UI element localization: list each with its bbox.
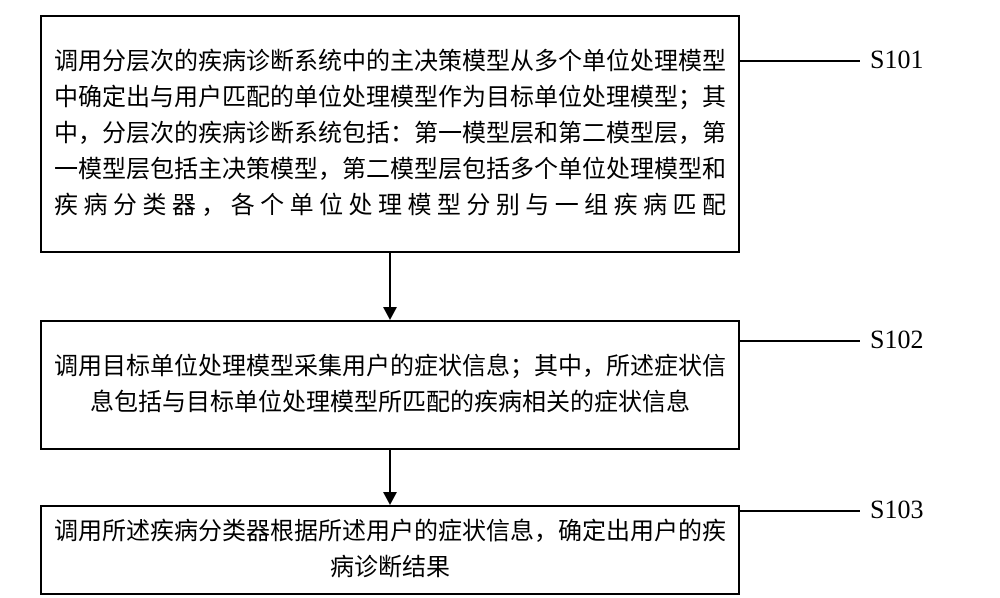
flow-step-s101: 调用分层次的疾病诊断系统中的主决策模型从多个单位处理模型中确定出与用户匹配的单位… <box>40 15 740 253</box>
step-label-s102: S102 <box>870 325 923 355</box>
flow-step-s102: 调用目标单位处理模型采集用户的症状信息；其中，所述症状信息包括与目标单位处理模型… <box>40 320 740 450</box>
label-connector-s103 <box>740 510 860 512</box>
flow-step-text: 调用所述疾病分类器根据所述用户的症状信息，确定出用户的疾病诊断结果 <box>54 514 726 586</box>
step-label-s103: S103 <box>870 495 923 525</box>
arrow-s102-s103 <box>380 450 400 505</box>
label-connector-s102 <box>740 340 860 342</box>
arrow-s101-s102 <box>380 253 400 320</box>
flow-step-text: 调用目标单位处理模型采集用户的症状信息；其中，所述症状信息包括与目标单位处理模型… <box>54 349 726 421</box>
flow-step-s103: 调用所述疾病分类器根据所述用户的症状信息，确定出用户的疾病诊断结果 <box>40 505 740 595</box>
label-connector-s101 <box>740 60 860 62</box>
flow-step-text: 调用分层次的疾病诊断系统中的主决策模型从多个单位处理模型中确定出与用户匹配的单位… <box>54 44 726 224</box>
step-label-s101: S101 <box>870 45 923 75</box>
